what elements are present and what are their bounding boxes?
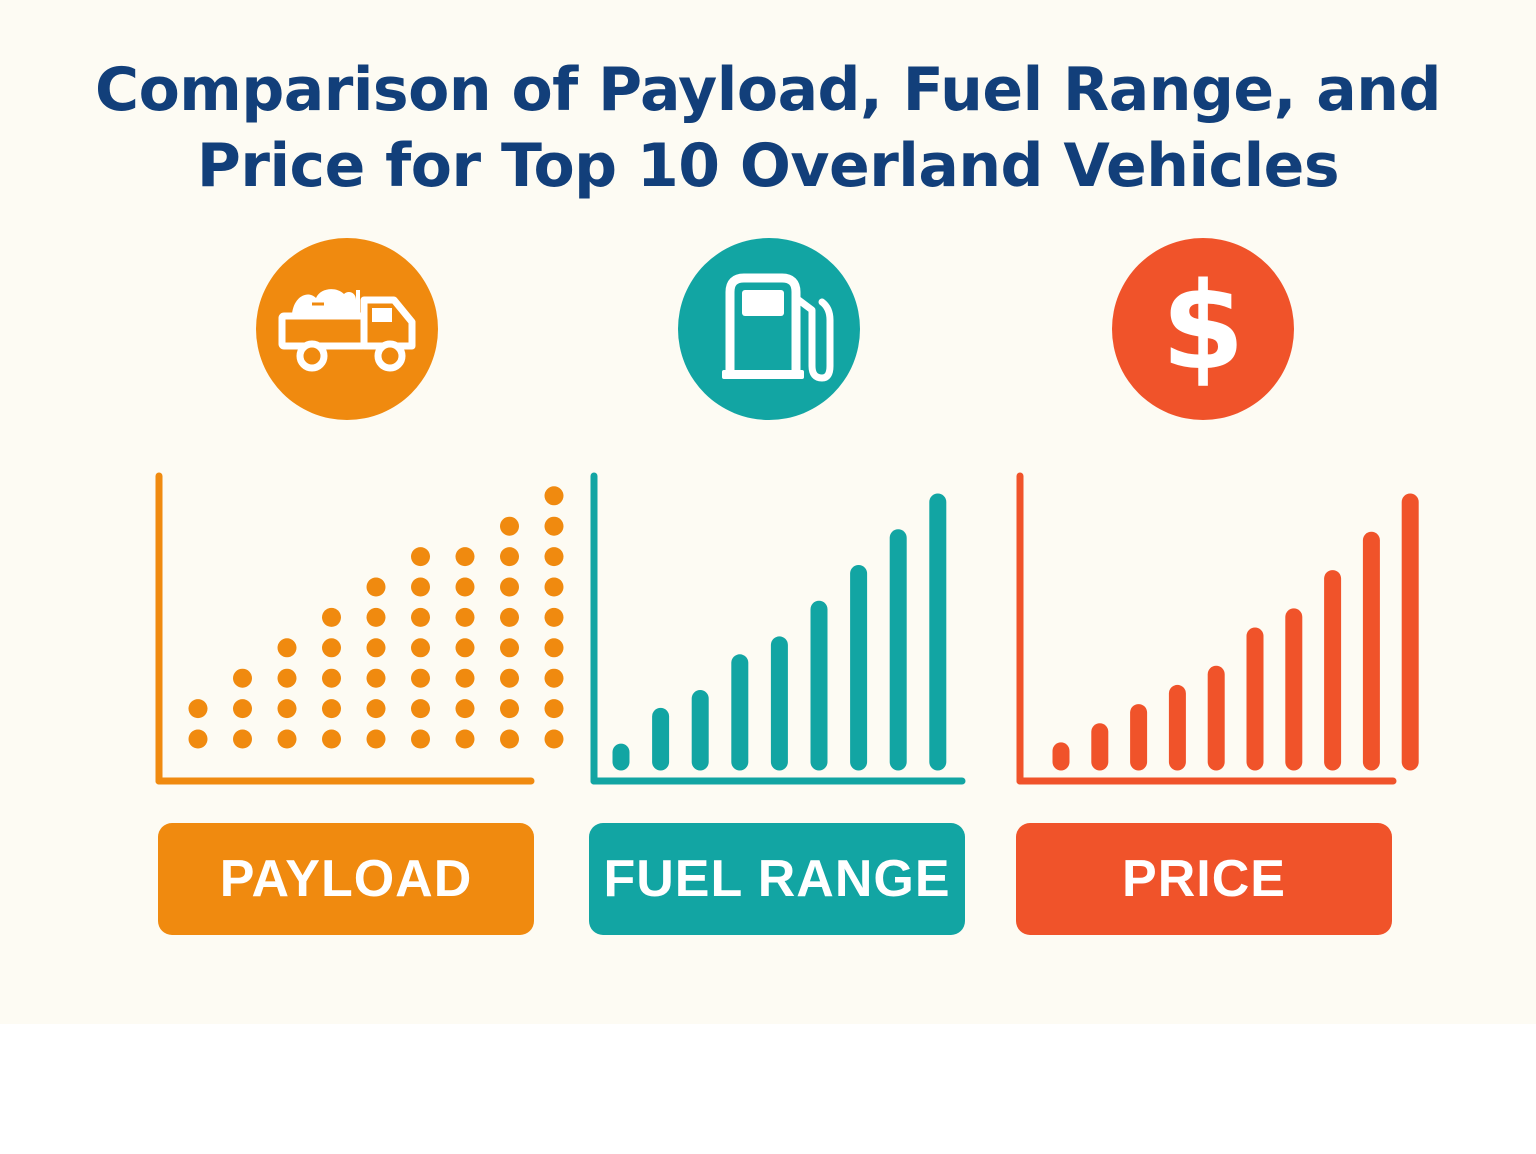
data-dot (366, 729, 386, 749)
dot-column (366, 577, 386, 749)
data-dot (411, 668, 430, 688)
dot-column (455, 547, 475, 749)
data-dot (277, 699, 297, 719)
payload-label: PAYLOAD (158, 823, 534, 935)
fuel-pump-icon (678, 238, 860, 420)
data-dot (544, 486, 564, 506)
data-dot (455, 729, 475, 749)
infographic-canvas: Comparison of Payload, Fuel Range, and P… (0, 0, 1536, 1024)
data-dot (544, 547, 564, 567)
data-dot (366, 699, 386, 719)
payload-chart (155, 472, 564, 785)
data-dot (455, 638, 475, 658)
pickup-truck-icon (256, 238, 438, 420)
dot-column (500, 516, 519, 749)
data-dot (500, 516, 519, 536)
data-dot (544, 729, 564, 749)
data-dot (411, 699, 430, 719)
payload-panel: PAYLOAD (143, 230, 573, 950)
data-dot (277, 638, 297, 658)
data-dot (322, 638, 341, 658)
chart-title: Comparison of Payload, Fuel Range, and P… (0, 52, 1536, 204)
data-dot (544, 638, 564, 658)
data-dot (366, 577, 386, 597)
data-dot (544, 516, 564, 536)
chart-title-line-2: Price for Top 10 Overland Vehicles (196, 131, 1340, 201)
data-dot (544, 607, 564, 627)
data-dot (233, 699, 252, 719)
data-dot (500, 729, 519, 749)
data-dot (322, 729, 341, 749)
dot-column (411, 547, 430, 749)
dot-column (322, 607, 341, 749)
data-dot (455, 577, 475, 597)
price-icon-circle: $ (1112, 238, 1294, 420)
data-dot (411, 577, 430, 597)
data-dot (544, 668, 564, 688)
data-dot (500, 668, 519, 688)
data-dot (233, 668, 252, 688)
data-dot (233, 729, 252, 749)
data-dot (188, 729, 208, 749)
data-dot (411, 547, 430, 567)
data-dot (366, 607, 386, 627)
dot-column (233, 668, 252, 749)
dot-column (544, 486, 564, 749)
data-dot (455, 547, 475, 567)
data-dot (544, 699, 564, 719)
data-dot (500, 699, 519, 719)
data-dot (544, 577, 564, 597)
data-dot (366, 668, 386, 688)
svg-text:$: $ (1161, 258, 1245, 397)
data-dot (188, 699, 208, 719)
dot-column (188, 699, 208, 749)
payload-icon-circle (256, 238, 438, 420)
data-dot (411, 607, 430, 627)
data-dot (500, 638, 519, 658)
data-dot (366, 638, 386, 658)
data-dot (500, 607, 519, 627)
data-dot (455, 607, 475, 627)
price-label: PRICE (1016, 823, 1392, 935)
data-dot (500, 547, 519, 567)
data-dot (322, 668, 341, 688)
dot-column (277, 638, 297, 749)
data-dot (411, 729, 430, 749)
fuel-range-icon-circle (678, 238, 860, 420)
data-dot (322, 699, 341, 719)
data-dot (500, 577, 519, 597)
dollar-sign-icon: $ (1112, 238, 1294, 420)
data-dot (277, 729, 297, 749)
price-chart (1016, 472, 1419, 785)
data-dot (411, 638, 430, 658)
chart-title-line-1: Comparison of Payload, Fuel Range, and (95, 55, 1441, 125)
data-dot (322, 607, 341, 627)
fuel-range-label: FUEL RANGE (589, 823, 965, 935)
fuel-range-panel: FUEL RANGE (574, 230, 1004, 950)
data-dot (455, 699, 475, 719)
price-panel: $ PRICE (1001, 230, 1431, 950)
fuel-range-chart (590, 472, 966, 785)
data-dot (455, 668, 475, 688)
data-dot (277, 668, 297, 688)
